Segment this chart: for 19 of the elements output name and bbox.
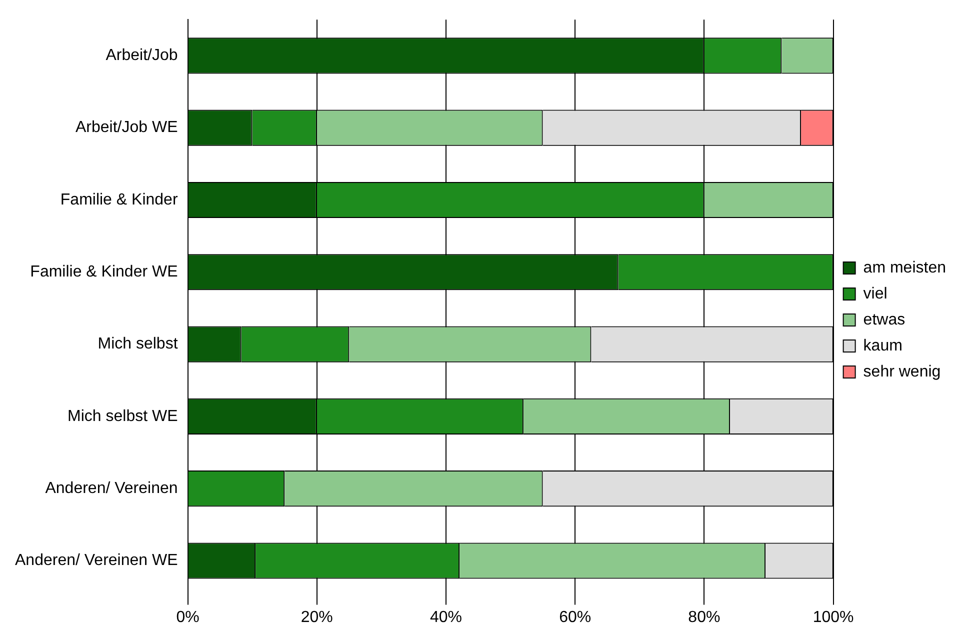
x-tick-label: 0% [176, 608, 200, 626]
y-tick-label: Mich selbst WE [68, 408, 178, 425]
x-tick-label: 60% [559, 608, 592, 626]
y-tick-label: Anderen/ Vereinen WE [15, 552, 178, 570]
y-tick-label: Anderen/ Vereinen [45, 480, 178, 497]
y-tick-label: Familie & Kinder [60, 191, 178, 208]
x-tick-label: 20% [300, 608, 333, 626]
x-tick-label: 80% [688, 608, 720, 626]
x-tick-label: 40% [430, 608, 462, 626]
x-tick-label: 100% [812, 608, 854, 626]
legend-label: sehr wenig [863, 363, 941, 380]
y-tick-label: Arbeit/Job [106, 47, 178, 64]
legend-label: viel [863, 285, 888, 302]
y-tick-label: Arbeit/Job WE [76, 119, 178, 136]
y-tick-label: Familie & Kinder WE [30, 264, 178, 281]
legend-label: kaum [863, 337, 902, 354]
legend-label: etwas [863, 311, 906, 328]
y-tick-label: Mich selbst [98, 336, 178, 353]
legend-label: am meisten [863, 259, 946, 276]
